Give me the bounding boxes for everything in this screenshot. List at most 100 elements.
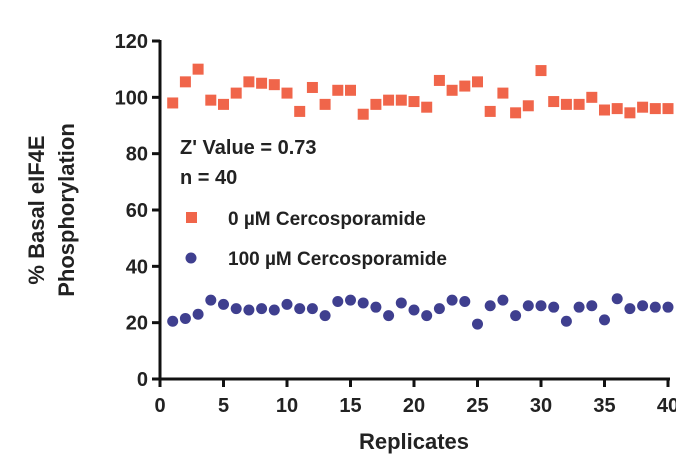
x-tick-label: 10	[276, 395, 298, 417]
data-point-square	[599, 104, 610, 116]
data-point-circle	[624, 303, 636, 315]
data-point-circle	[548, 301, 560, 313]
data-point-circle	[408, 304, 420, 316]
data-point-square	[205, 94, 217, 106]
data-point-square	[548, 96, 560, 108]
data-point-circle	[649, 301, 661, 313]
data-point-circle	[573, 301, 585, 313]
data-point-square	[497, 87, 509, 99]
data-point-square	[268, 79, 280, 91]
data-point-square	[357, 108, 369, 120]
data-point-circle	[433, 303, 445, 315]
data-point-square	[256, 77, 268, 89]
data-point-square	[662, 103, 674, 115]
y-axis-title: % Basal eIF4E Phosphorylation	[24, 123, 79, 297]
data-point-circle	[294, 303, 306, 315]
data-point-square	[319, 98, 331, 110]
y-tick-label: 120	[115, 31, 148, 53]
y-tick-label: 80	[126, 144, 148, 166]
data-point-square	[243, 76, 255, 88]
data-point-square	[624, 107, 636, 119]
data-point-square	[459, 80, 471, 92]
data-point-square	[395, 94, 407, 106]
x-tick-label: 25	[466, 395, 488, 417]
data-point-circle	[586, 300, 598, 312]
data-point-square	[345, 84, 356, 96]
y-tick-label: 100	[115, 87, 148, 109]
legend-label-0-uM: 0 µM Cercosporamide	[228, 209, 426, 230]
n-annotation: n = 40	[180, 167, 237, 189]
data-point-square	[560, 98, 572, 110]
data-point-square	[281, 87, 293, 99]
data-point-circle	[535, 300, 547, 312]
data-point-circle	[256, 303, 268, 315]
data-point-circle	[611, 293, 623, 305]
data-point-circle	[637, 300, 649, 312]
y-tick-label: 60	[126, 200, 148, 222]
data-point-circle	[370, 301, 382, 313]
data-point-square	[472, 76, 483, 88]
data-point-circle	[306, 303, 318, 315]
x-tick-label: 5	[218, 395, 229, 417]
x-tick-label: 40	[657, 395, 676, 417]
y-axis-title-line-1: % Basal eIF4E	[24, 135, 49, 284]
data-point-square	[586, 91, 598, 103]
data-points	[167, 63, 674, 330]
data-point-circle	[459, 296, 471, 308]
y-axis-title-line-2: Phosphorylation	[54, 123, 79, 297]
data-point-circle	[472, 318, 483, 330]
data-point-circle	[383, 310, 395, 322]
z-value-annotation: Z' Value = 0.73	[180, 137, 317, 159]
tick-labels: 0 20 40 60 80 100 120 0 5 10 15 20 25 30 35 40	[115, 31, 676, 417]
x-tick-label: 0	[154, 395, 165, 417]
data-point-circle	[662, 301, 674, 313]
data-point-circle	[357, 297, 369, 309]
x-tick-label: 15	[339, 395, 361, 417]
data-point-circle	[345, 294, 356, 306]
data-point-square	[294, 105, 306, 117]
y-tick-label: 0	[137, 369, 148, 391]
data-point-square	[611, 103, 623, 115]
y-tick-label: 20	[126, 313, 148, 335]
legend-marker-circle	[185, 252, 197, 264]
data-point-square	[433, 74, 445, 86]
legend-marker-square	[186, 212, 197, 223]
data-point-circle	[497, 294, 509, 306]
data-point-circle	[243, 304, 255, 316]
axes	[152, 39, 670, 387]
data-point-circle	[205, 294, 217, 306]
data-point-square	[179, 76, 191, 88]
data-point-circle	[510, 310, 522, 322]
data-point-circle	[281, 298, 293, 310]
data-point-square	[573, 98, 585, 110]
data-point-circle	[446, 294, 458, 306]
data-point-square	[383, 94, 395, 106]
data-point-square	[408, 96, 420, 108]
data-point-circle	[179, 312, 191, 324]
legend: 0 µM Cercosporamide 100 µM Cercosporamid…	[185, 209, 447, 270]
data-point-circle	[484, 300, 496, 312]
data-point-circle	[599, 314, 610, 326]
data-point-square	[484, 105, 496, 117]
legend-label-100-uM: 100 µM Cercosporamide	[228, 249, 447, 270]
data-point-square	[167, 97, 179, 109]
data-point-circle	[218, 298, 229, 310]
data-point-square	[522, 100, 534, 112]
data-point-square	[370, 98, 382, 110]
data-point-square	[306, 81, 318, 93]
data-point-circle	[560, 315, 572, 327]
data-point-square	[446, 84, 458, 96]
data-point-circle	[522, 300, 534, 312]
data-point-circle	[268, 304, 280, 316]
x-tick-label: 35	[593, 395, 615, 417]
data-point-square	[332, 84, 344, 96]
data-point-square	[421, 101, 433, 113]
data-point-square	[510, 107, 522, 119]
data-point-square	[192, 63, 204, 75]
data-point-square	[535, 65, 547, 77]
data-point-square	[230, 87, 242, 99]
y-tick-label: 40	[126, 256, 148, 278]
data-point-square	[637, 101, 649, 113]
data-point-circle	[395, 297, 407, 309]
